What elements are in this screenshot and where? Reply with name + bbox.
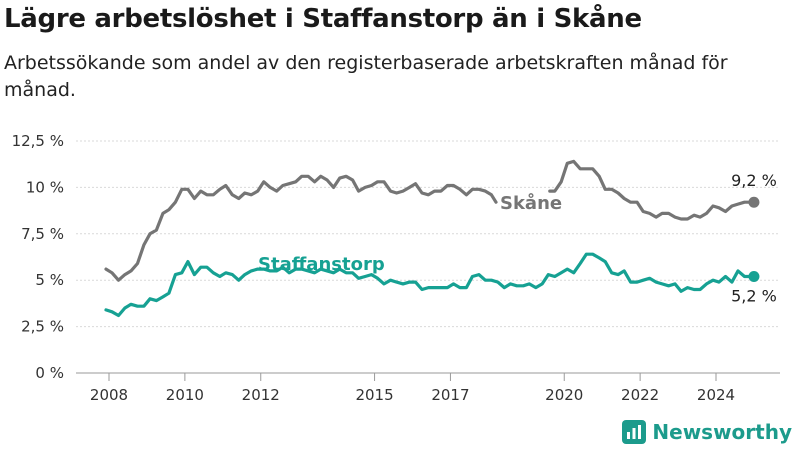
chart-grid xyxy=(76,140,780,374)
series-line-sk-ne xyxy=(548,159,756,221)
series-line-staffanstorp xyxy=(104,252,756,318)
series-end-point-staffanstorp xyxy=(748,270,760,282)
y-tick-label: 7,5 % xyxy=(21,225,64,243)
x-tick-label: 2017 xyxy=(431,386,469,404)
series-name-label-staffanstorp: Staffanstorp xyxy=(258,254,385,275)
x-axis: 2008 2010 2012 2015 2017 2020 2022 2024 xyxy=(90,373,735,404)
page-title: Lägre arbetslöshet i Staffanstorp än i S… xyxy=(4,4,642,34)
end-value-label-skane: 9,2 % xyxy=(731,171,777,190)
x-tick-label: 2012 xyxy=(242,386,280,404)
x-tick-label: 2008 xyxy=(90,386,128,404)
y-axis: 0 % 2,5 % 5 % 7,5 % 10 % 12,5 % xyxy=(12,132,64,382)
x-tick-label: 2024 xyxy=(697,386,735,404)
x-tick-label: 2015 xyxy=(355,386,393,404)
x-tick-label: 2010 xyxy=(166,386,204,404)
brand-name: Newsworthy xyxy=(652,420,792,444)
page-subtitle: Arbetssökande som andel av den registerb… xyxy=(4,52,728,101)
y-tick-label: 2,5 % xyxy=(21,318,64,336)
bar-chart-logo-icon xyxy=(622,420,647,444)
chart-labels: Skåne Staffanstorp 9,2 % 5,2 % xyxy=(258,171,777,305)
series-name-label-skane: Skåne xyxy=(500,192,562,214)
brand: Newsworthy xyxy=(622,420,792,444)
y-tick-label: 10 % xyxy=(26,178,64,196)
series-end-point-sk-ne xyxy=(748,196,760,208)
series-line-sk-ne xyxy=(104,174,498,282)
end-value-label-staffanstorp: 5,2 % xyxy=(731,286,777,305)
y-tick-label: 5 % xyxy=(35,271,64,289)
x-tick-label: 2020 xyxy=(545,386,583,404)
y-tick-label: 0 % xyxy=(35,364,64,382)
x-tick-label: 2022 xyxy=(621,386,659,404)
y-tick-label: 12,5 % xyxy=(12,132,64,150)
chart-series xyxy=(104,159,760,318)
